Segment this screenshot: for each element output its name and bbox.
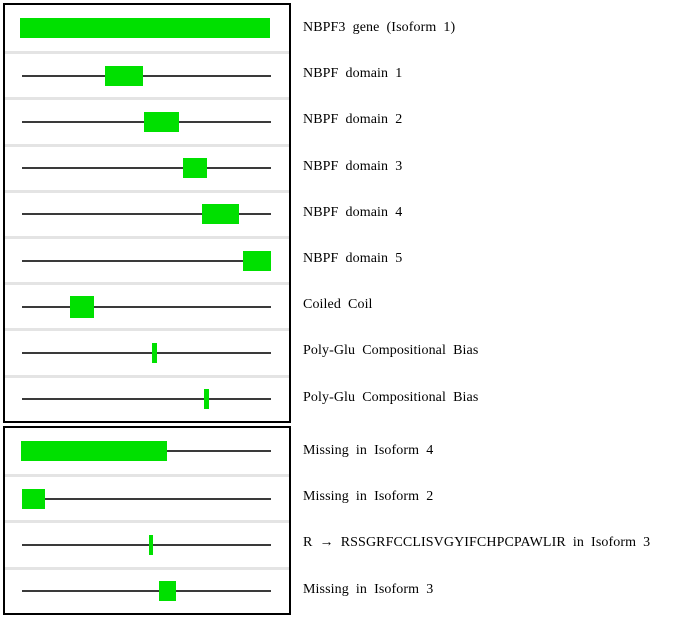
sequence-line [22,305,271,308]
sequence-line [22,74,271,77]
nbpf-domain-2-marker [144,111,179,132]
feature-label: Missing in Isoform 2 [291,474,650,520]
feature-label: R → RSSGRFCCLISVGYIFCHPCPAWLIR in Isofor… [291,520,650,566]
feature-row-nbpf-domain-2 [5,97,289,143]
poly-glu-2-tick-marker [204,389,209,410]
gene-bar-marker [20,18,270,39]
missing-isoform-4-label: Missing in Isoform 4 [303,443,434,459]
poly-glu-1-tick-marker [152,342,157,363]
feature-label: Missing in Isoform 4 [291,428,650,474]
substitution-isoform-3-tick-marker [149,534,153,555]
feature-label: NBPF domain 1 [291,51,478,97]
feature-row-missing-isoform-4 [5,428,289,474]
coiled-coil-marker [70,295,94,318]
feature-label: NBPF domain 2 [291,97,478,143]
missing-isoform-3-marker [159,581,176,602]
nbpf-domain-5-label: NBPF domain 5 [303,251,403,267]
gene-label: NBPF3 gene (Isoform 1) [303,20,456,36]
feature-row-nbpf-domain-1 [5,51,289,97]
sequence-line [22,398,271,401]
missing-isoform-2-label: Missing in Isoform 2 [303,489,434,505]
feature-labels-main: NBPF3 gene (Isoform 1) NBPF domain 1 NBP… [291,3,478,421]
feature-row-gene [5,5,289,51]
feature-label: NBPF domain 5 [291,236,478,282]
nbpf-domain-4-marker [202,204,239,225]
feature-row-poly-glu-1 [5,328,289,374]
missing-isoform-2-marker [22,488,45,509]
feature-labels-isoforms: Missing in Isoform 4 Missing in Isoform … [291,426,650,613]
feature-label: Poly-Glu Compositional Bias [291,375,478,421]
missing-isoform-3-label: Missing in Isoform 3 [303,581,434,597]
feature-row-coiled-coil [5,282,289,328]
feature-row-nbpf-domain-4 [5,189,289,236]
feature-group-isoforms: Missing in Isoform 4 Missing in Isoform … [3,426,650,615]
substitution-isoform-3-label: R → RSSGRFCCLISVGYIFCHPCPAWLIR in Isofor… [303,535,651,551]
feature-panel-isoforms [3,426,291,615]
feature-row-substitution-isoform-3 [5,520,289,566]
feature-label: Coiled Coil [291,282,478,328]
feature-label: Missing in Isoform 3 [291,567,650,613]
sequence-line [22,590,271,593]
nbpf-domain-3-label: NBPF domain 3 [303,158,403,174]
feature-label: NBPF3 gene (Isoform 1) [291,5,478,51]
feature-label: NBPF domain 4 [291,190,478,236]
feature-row-nbpf-domain-5 [5,235,289,282]
feature-label: NBPF domain 3 [291,144,478,190]
sequence-line [22,167,271,170]
feature-label: Poly-Glu Compositional Bias [291,328,478,374]
feature-group-main: NBPF3 gene (Isoform 1) NBPF domain 1 NBP… [3,3,478,423]
nbpf-domain-2-label: NBPF domain 2 [303,112,403,128]
coiled-coil-label: Coiled Coil [303,297,373,313]
nbpf-domain-1-marker [105,65,143,86]
sequence-line [22,543,271,546]
nbpf-domain-4-label: NBPF domain 4 [303,204,403,220]
poly-glu-1-label: Poly-Glu Compositional Bias [303,343,479,359]
feature-row-missing-isoform-2 [5,474,289,520]
nbpf-domain-1-label: NBPF domain 1 [303,66,403,82]
sequence-line [22,351,271,354]
feature-panel-main [3,3,291,423]
feature-row-nbpf-domain-3 [5,143,289,190]
sequence-line [22,497,271,500]
nbpf-domain-3-marker [183,158,207,179]
feature-row-poly-glu-2 [5,374,289,421]
sequence-line [22,213,271,216]
nbpf-domain-5-marker [243,250,271,271]
missing-isoform-4-marker [21,441,167,462]
sequence-line [22,259,271,262]
poly-glu-2-label: Poly-Glu Compositional Bias [303,389,479,405]
feature-row-missing-isoform-3 [5,566,289,613]
